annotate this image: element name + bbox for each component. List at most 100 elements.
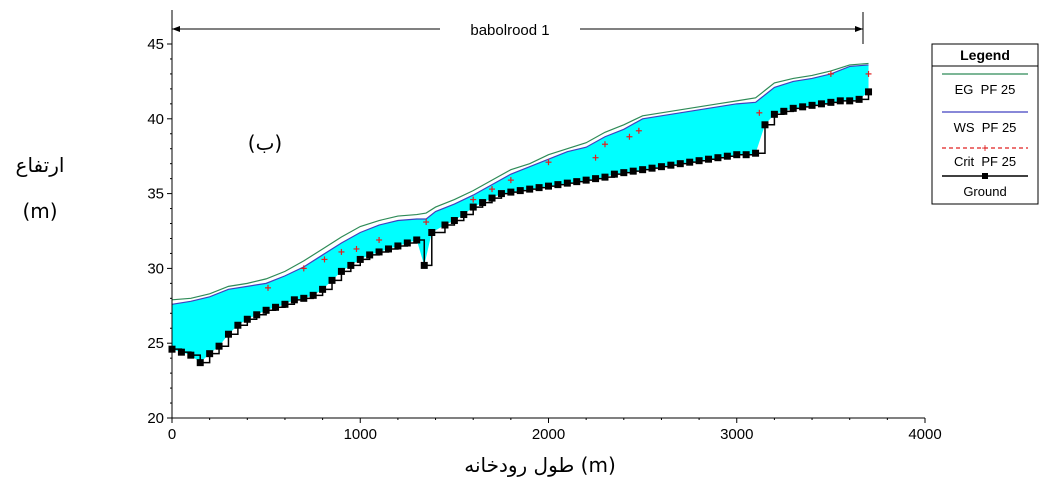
ground-point — [592, 175, 600, 183]
ground-point — [469, 203, 477, 211]
crit-point — [300, 265, 307, 272]
legend-crit-marker-icon: + — [981, 141, 988, 155]
ground-point — [243, 315, 251, 323]
legend-ground-marker-icon — [982, 173, 988, 179]
ground-point — [309, 291, 317, 299]
ground-point — [413, 236, 421, 244]
crit-point — [470, 196, 477, 203]
arrow-left-icon — [172, 26, 180, 32]
y-tick-label: 45 — [147, 36, 164, 53]
ground-point — [733, 151, 741, 159]
y-axis-label: ارتفاع — [16, 153, 65, 177]
ground-point — [563, 179, 571, 187]
crit-point — [827, 70, 834, 77]
ground-point — [817, 100, 825, 108]
y-tick-label: 25 — [147, 335, 164, 352]
crit-point — [507, 177, 514, 184]
ground-point — [234, 321, 242, 329]
eg-line — [171, 62, 869, 301]
ws-line — [171, 64, 869, 305]
ground-point — [366, 251, 374, 259]
ground-point — [403, 239, 411, 247]
arrow-right-icon — [855, 26, 863, 32]
ground-point — [657, 163, 665, 171]
reach-span: babolrood 1 — [171, 12, 864, 44]
ground-point — [582, 176, 590, 184]
ground-point — [752, 149, 760, 157]
ground-point — [384, 245, 392, 253]
y-tick-label: 35 — [147, 186, 164, 203]
panel-label: (ب) — [248, 131, 282, 155]
ground-point — [629, 167, 637, 175]
ground-point — [723, 152, 731, 160]
ground-point — [262, 306, 270, 314]
ground-point — [836, 97, 844, 105]
ground-point — [479, 199, 487, 207]
ground-point — [420, 261, 428, 269]
ground-point — [695, 157, 703, 165]
ground-point — [272, 303, 280, 311]
ground-point — [300, 294, 308, 302]
ground-point — [770, 110, 778, 118]
ground-point — [428, 228, 436, 236]
ground-point — [620, 169, 628, 177]
crit-point — [601, 141, 608, 148]
ground-point — [187, 351, 195, 359]
crit-point — [338, 248, 345, 255]
ground-point — [497, 190, 505, 198]
y-tick-label: 40 — [147, 111, 164, 128]
ground-point — [610, 170, 618, 178]
crit-point — [489, 186, 496, 193]
legend-entry-eg: EG PF 25 — [955, 82, 1016, 97]
ground-point — [328, 276, 336, 284]
ground-point — [441, 221, 449, 229]
ground-point — [789, 104, 797, 112]
ground-point — [224, 330, 232, 338]
x-tick-label: 0 — [168, 426, 176, 443]
ground-point — [450, 217, 458, 225]
ground-point — [846, 97, 854, 105]
ground-point — [215, 342, 223, 350]
crit-point — [321, 256, 328, 263]
ground-point — [347, 261, 355, 269]
ground-point — [865, 88, 873, 96]
ground-point — [394, 242, 402, 250]
crit-point — [545, 159, 552, 166]
ground-point — [516, 187, 524, 195]
crit-point — [626, 133, 633, 140]
x-tick-label: 3000 — [720, 426, 753, 443]
ground-point — [526, 185, 534, 193]
crit-point — [423, 219, 430, 226]
ground-point — [827, 98, 835, 106]
x-tick-label: 4000 — [908, 426, 941, 443]
x-tick-label: 2000 — [532, 426, 565, 443]
ground-point — [667, 161, 675, 169]
legend: Legend EG PF 25 WS PF 25 + Crit PF 25 Gr… — [931, 43, 1039, 205]
x-tick-label: 1000 — [344, 426, 377, 443]
ground-point — [799, 103, 807, 111]
ground-point — [281, 300, 289, 308]
y-tick-label: 20 — [147, 410, 164, 427]
ground-point — [601, 173, 609, 181]
ground-point — [761, 121, 769, 129]
ground-point — [742, 151, 750, 159]
ground-point — [319, 285, 327, 293]
water-fill — [172, 64, 869, 363]
crit-point — [756, 109, 763, 116]
ground-point — [177, 348, 185, 356]
y-tick-label: 30 — [147, 260, 164, 277]
ground-point — [676, 160, 684, 168]
ground-point — [714, 154, 722, 162]
y-axis-unit: (m) — [22, 199, 57, 223]
ground-point — [648, 164, 656, 172]
plot-area — [168, 62, 873, 367]
ground-point — [705, 155, 713, 163]
ground-point — [290, 296, 298, 304]
ground-point — [337, 267, 345, 275]
ground-point — [356, 255, 364, 263]
reach-label: babolrood 1 — [470, 22, 549, 39]
ground-point — [253, 311, 261, 319]
crit-point — [635, 127, 642, 134]
ground-point — [206, 350, 214, 358]
